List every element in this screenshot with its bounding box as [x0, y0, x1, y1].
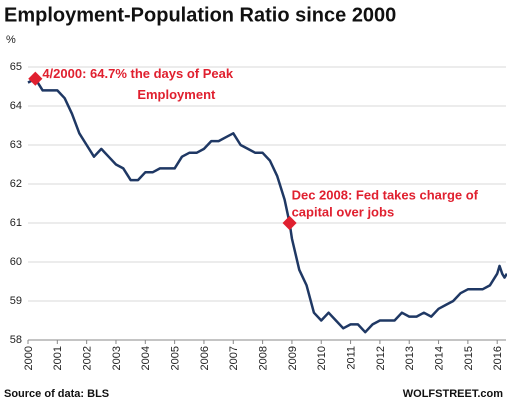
credit: WOLFSTREET.com [403, 388, 503, 400]
chart-title: Employment-Population Ratio since 2000 [4, 4, 396, 26]
source-note: Source of data: BLS [4, 388, 109, 400]
x-tick-label: 2001 [52, 346, 64, 370]
y-tick-label: 59 [10, 295, 22, 307]
y-tick-label: 65 [10, 61, 22, 73]
x-tick-label: 2011 [345, 346, 357, 370]
annotation-text: capital over jobs [292, 204, 395, 219]
x-tick-label: 2009 [287, 346, 299, 370]
annotation-marker [28, 71, 43, 86]
y-tick-label: 64 [10, 100, 22, 112]
x-tick-label: 2005 [170, 346, 182, 370]
x-tick-label: 2006 [199, 346, 211, 370]
x-tick-label: 2000 [23, 346, 35, 370]
x-tick-label: 2002 [82, 346, 94, 370]
x-tick-label: 2012 [375, 346, 387, 370]
y-tick-label: 61 [10, 217, 22, 229]
data-line [27, 77, 507, 334]
x-tick-label: 2014 [433, 346, 445, 370]
y-axis-label: % [6, 34, 16, 46]
x-tick-label: 2004 [140, 346, 152, 370]
x-tick-label: 2008 [258, 346, 270, 370]
y-tick-label: 63 [10, 139, 22, 151]
x-tick-label: 2003 [111, 346, 123, 370]
x-tick-label: 2007 [228, 346, 240, 370]
y-tick-label: 58 [10, 334, 22, 346]
annotation-text: Dec 2008: Fed takes charge of [292, 187, 479, 202]
annotation-marker [282, 215, 297, 231]
x-tick-label: 2010 [316, 346, 328, 370]
annotation-text: Employment [137, 87, 216, 102]
x-tick-label: 2016 [492, 346, 504, 370]
x-tick-label: 2015 [463, 346, 475, 370]
y-tick-label: 62 [10, 178, 22, 190]
annotation-text: 4/2000: 64.7% the days of Peak [42, 66, 234, 81]
y-tick-label: 60 [10, 256, 22, 268]
x-tick-label: 2013 [404, 346, 416, 370]
